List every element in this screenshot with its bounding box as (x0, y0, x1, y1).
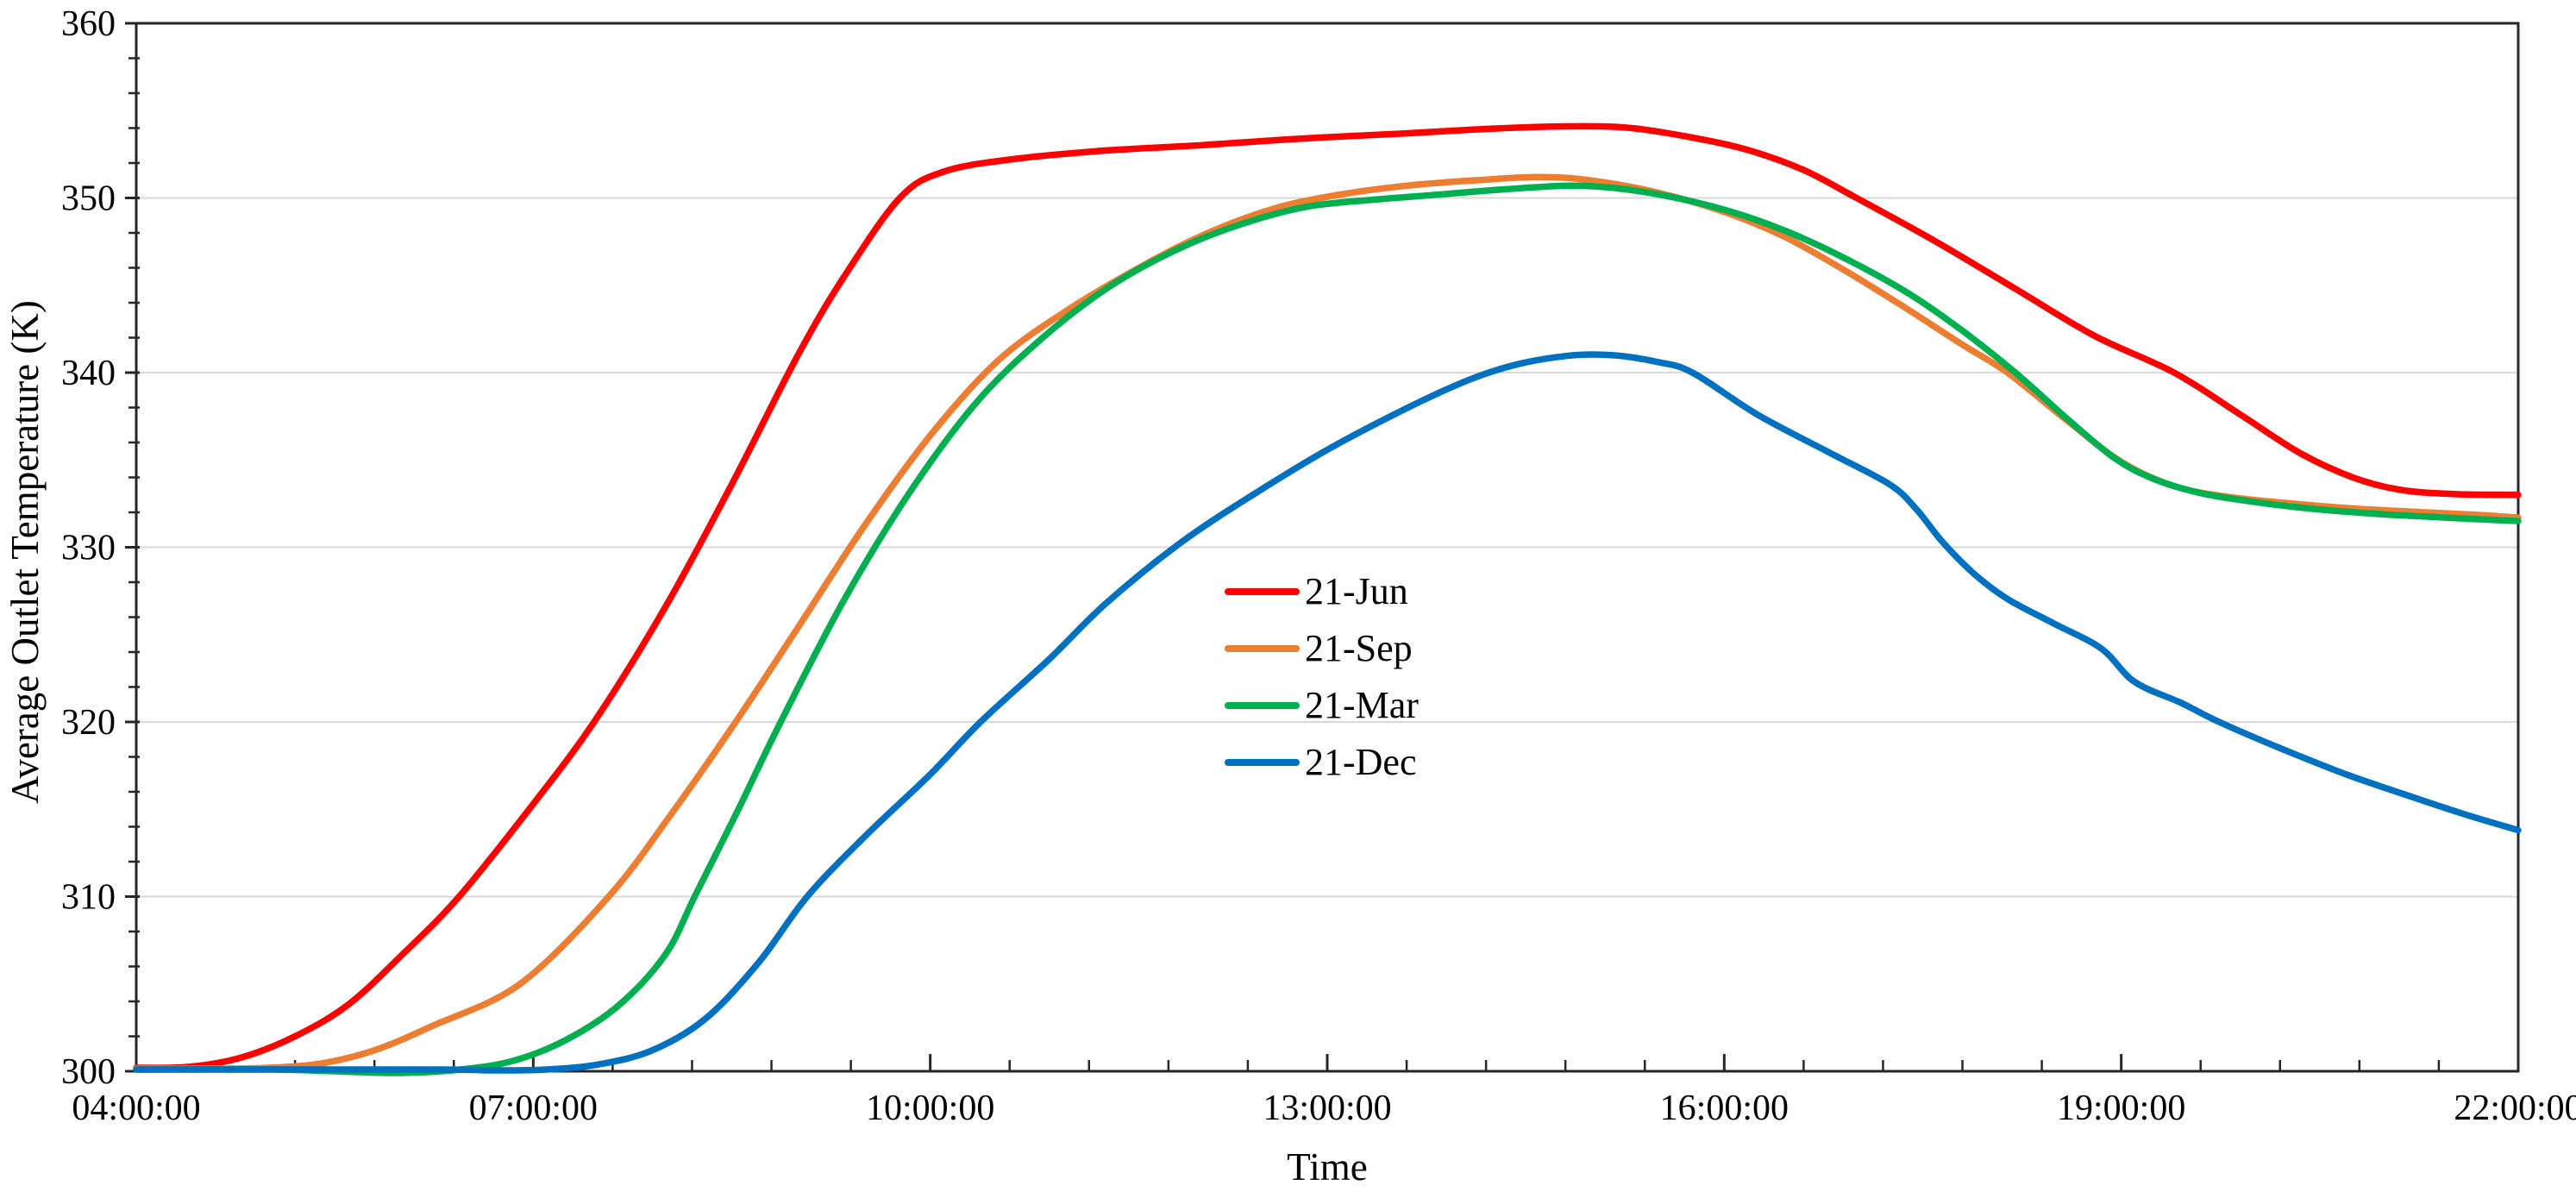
legend-label-sep: 21-Sep (1305, 627, 1413, 669)
legend-line-sample-sep (1225, 645, 1300, 652)
y-tick-label: 330 (61, 529, 116, 568)
gridlines (136, 197, 2518, 898)
legend-line-sample-jun (1225, 588, 1300, 595)
x-tick-label: 13:00:00 (1263, 1088, 1391, 1128)
legend-item-dec: 21-Dec (1225, 743, 1419, 781)
legend-label-jun: 21-Jun (1305, 570, 1408, 612)
plot-border (135, 22, 2520, 1073)
y-tick-label: 320 (61, 703, 116, 743)
legend-label-dec: 21-Dec (1305, 741, 1417, 783)
legend-label-mar: 21-Mar (1305, 684, 1419, 726)
series-lines (133, 122, 2522, 1076)
x-axis-title: Time (1287, 1145, 1367, 1189)
y-tick-label: 360 (61, 4, 116, 44)
y-tick-label: 300 (61, 1052, 116, 1092)
y-tick-label: 340 (61, 354, 116, 393)
x-tick-label: 19:00:00 (2057, 1088, 2185, 1128)
legend-line-sample-mar (1225, 702, 1300, 709)
legend-line-sample-dec (1225, 759, 1300, 766)
x-tick-label: 04:00:00 (72, 1088, 200, 1128)
x-tick-label: 16:00:00 (1660, 1088, 1789, 1128)
x-tick-label: 10:00:00 (866, 1088, 994, 1128)
y-tick-label: 350 (61, 179, 116, 219)
legend-item-sep: 21-Sep (1225, 630, 1419, 668)
legend-item-jun: 21-Jun (1225, 573, 1419, 611)
axis-tick-labels: 300 310 320 330 340 350 360 04:00:00 07:00:00 10:… (61, 4, 2576, 1128)
y-tick-label: 310 (61, 878, 116, 918)
legend-item-mar: 21-Mar (1225, 687, 1419, 725)
series-line-21-Dec (133, 351, 2522, 1074)
x-tick-label: 07:00:00 (469, 1088, 598, 1128)
series-line-21-Jun (133, 122, 2522, 1071)
y-axis-title: Average Outlet Temperature (K) (3, 300, 47, 804)
legend: 21-Jun 21-Sep 21-Mar 21-Dec (1225, 573, 1419, 781)
series-line-21-Mar (133, 182, 2522, 1076)
x-tick-label: 22:00:00 (2454, 1088, 2576, 1128)
